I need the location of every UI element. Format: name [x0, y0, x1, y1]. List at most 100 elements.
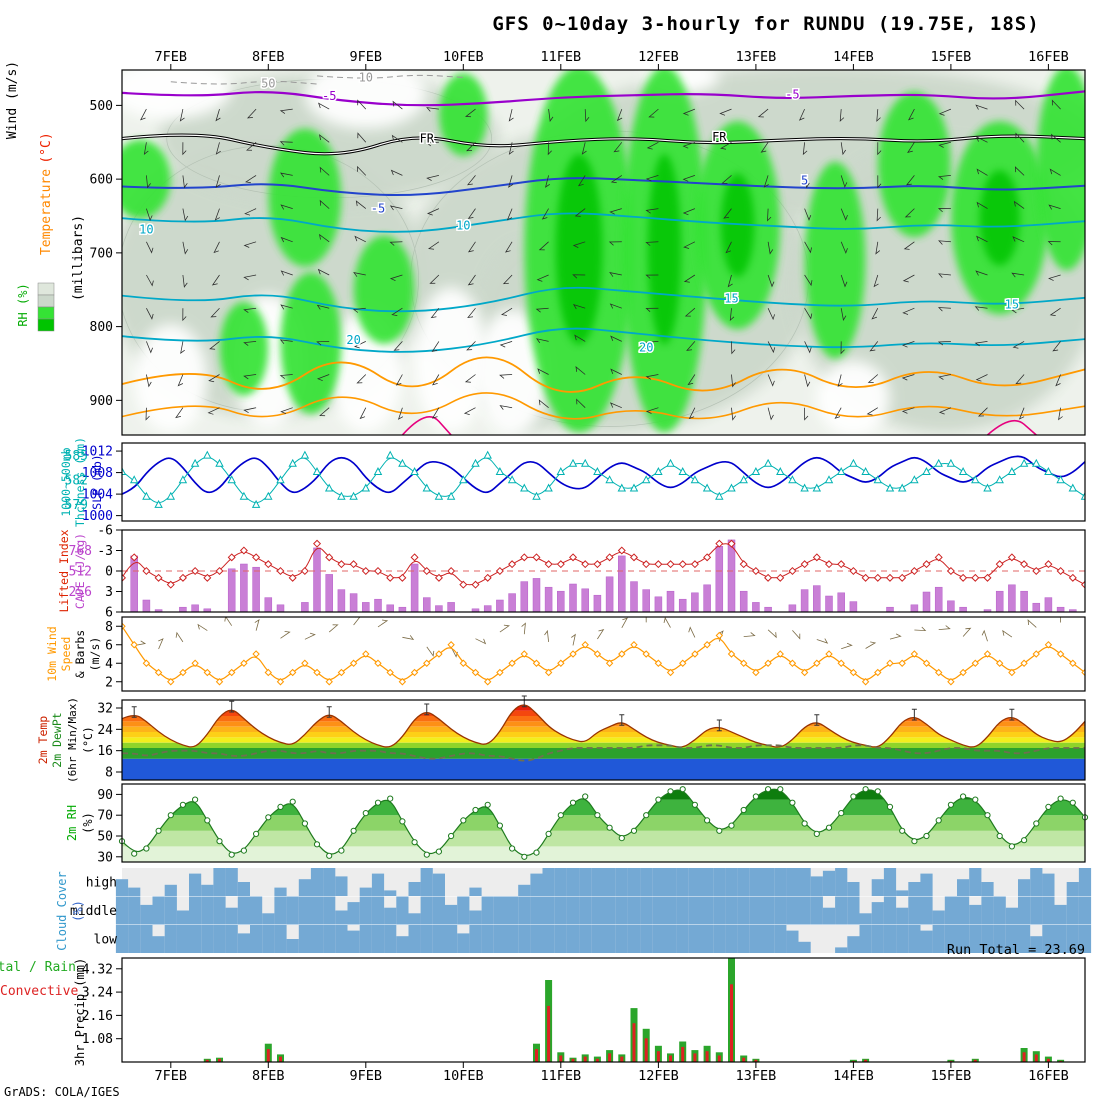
cloud-bar-high	[530, 873, 543, 896]
rh-marker	[1008, 843, 1016, 850]
wind-barb	[1048, 274, 1061, 281]
marker-diamond	[361, 566, 370, 576]
y-tick-label: 4	[105, 657, 113, 672]
cloud-bar-high	[883, 868, 897, 896]
rh-marker	[131, 850, 138, 857]
cape-bar	[1008, 584, 1016, 612]
wind-barb	[731, 341, 736, 355]
rh-marker	[1057, 795, 1064, 802]
wind-barb	[475, 638, 487, 645]
axis-title-cloud-units: (%)	[71, 900, 85, 922]
cloud-bar-middle	[1005, 907, 1018, 925]
marker-diamond	[715, 539, 724, 548]
rh-marker	[289, 798, 296, 805]
cloud-bar-high	[847, 882, 860, 896]
wind-barb	[316, 374, 330, 382]
cloud-bar-middle	[542, 896, 555, 925]
thickness-marker	[751, 467, 761, 475]
cloud-bar-middle	[347, 902, 360, 925]
wind-barb	[1051, 99, 1061, 110]
marker-diamond	[203, 668, 212, 677]
y-tick-label: 1008	[82, 466, 113, 481]
rh-marker	[1045, 803, 1052, 811]
marker-diamond	[532, 659, 541, 667]
cloud-bar-high	[554, 868, 567, 896]
wind-barb	[464, 374, 476, 383]
wind-barb	[767, 374, 775, 387]
thickness-marker	[678, 467, 687, 475]
marker-diamond	[544, 668, 553, 677]
y-tick-label: 256	[69, 585, 92, 600]
wind-barb	[208, 374, 220, 383]
thickness-marker	[410, 467, 419, 475]
marker-diamond	[1081, 580, 1085, 589]
cloud-bar-middle	[957, 896, 970, 925]
marker-diamond	[874, 668, 882, 677]
marker-diamond	[752, 668, 760, 677]
cloud-bar-high	[115, 879, 129, 896]
marker-diamond	[1032, 566, 1041, 576]
rh-marker	[1033, 820, 1040, 827]
thickness-marker	[300, 450, 310, 459]
wind-barb	[1013, 200, 1025, 209]
time-axis: 7FEB 7FEB 8FEB 8FEB 9FEB 9FEB 10FEB 10FEB 11FEB 1…	[155, 49, 1069, 1084]
cloud-bar-middle	[883, 896, 897, 925]
thickness-marker	[1056, 475, 1065, 484]
cloud-bar-middle	[554, 896, 567, 925]
wind-barb	[393, 341, 403, 351]
cape-bar	[520, 581, 529, 612]
wind-barb	[508, 142, 514, 155]
wind-barb	[536, 338, 549, 344]
cloud-bar-high	[749, 868, 762, 896]
wind-barb	[902, 274, 915, 283]
y-tick-label: 8	[105, 766, 113, 781]
wind-barb	[683, 241, 696, 249]
cloud-bar-middle	[384, 907, 397, 925]
minmax-whisker	[716, 719, 722, 732]
y-tick-label: 8	[105, 620, 113, 635]
wind-barb	[279, 108, 293, 114]
wind-barb	[467, 175, 476, 186]
marker-diamond	[471, 580, 480, 589]
thickness-marker	[873, 475, 883, 484]
cloud-bar-high	[274, 887, 287, 896]
contour-rh-50	[170, 80, 318, 85]
marker-diamond	[508, 659, 516, 667]
cloud-bar-middle	[274, 896, 287, 925]
minmax-whisker	[1009, 708, 1015, 721]
marker-diamond	[130, 641, 138, 649]
wind-barb	[389, 274, 403, 282]
y-tick-label: 32	[97, 702, 113, 717]
rh-marker	[838, 810, 845, 817]
rh-marker	[606, 824, 613, 831]
y-tick-label: 600	[90, 173, 113, 188]
rh-clear-area	[414, 287, 488, 433]
marker-diamond	[959, 573, 968, 582]
wind-barb	[688, 626, 696, 638]
cloud-bar-low	[420, 925, 433, 953]
precip-convective-bar	[1046, 1058, 1050, 1062]
precip-convective-bar	[864, 1059, 868, 1062]
marker-diamond	[532, 553, 541, 562]
temp-curve	[121, 704, 1086, 748]
cape-bar	[727, 539, 736, 612]
y-tick-label: 1004	[82, 488, 113, 503]
cloud-bar-low	[445, 925, 458, 953]
wind-barb	[901, 374, 915, 381]
precip-convective-bar	[571, 1058, 575, 1062]
thickness-marker	[312, 467, 322, 475]
wind-barb	[688, 407, 696, 420]
wind-barb	[280, 270, 293, 276]
cloud-bar-low	[957, 925, 970, 953]
wind-barb	[648, 108, 659, 118]
rh-marker	[728, 822, 735, 829]
cape-bar	[386, 604, 394, 612]
wind-barb	[975, 104, 988, 110]
axis-title-temperature: Temperature	[39, 169, 54, 255]
marker-diamond	[837, 659, 845, 667]
thickness-marker	[324, 483, 334, 492]
contour-rh-10	[316, 74, 464, 79]
marker-diamond	[423, 659, 431, 667]
marker-diamond	[593, 650, 602, 658]
wind-barb	[352, 307, 366, 313]
